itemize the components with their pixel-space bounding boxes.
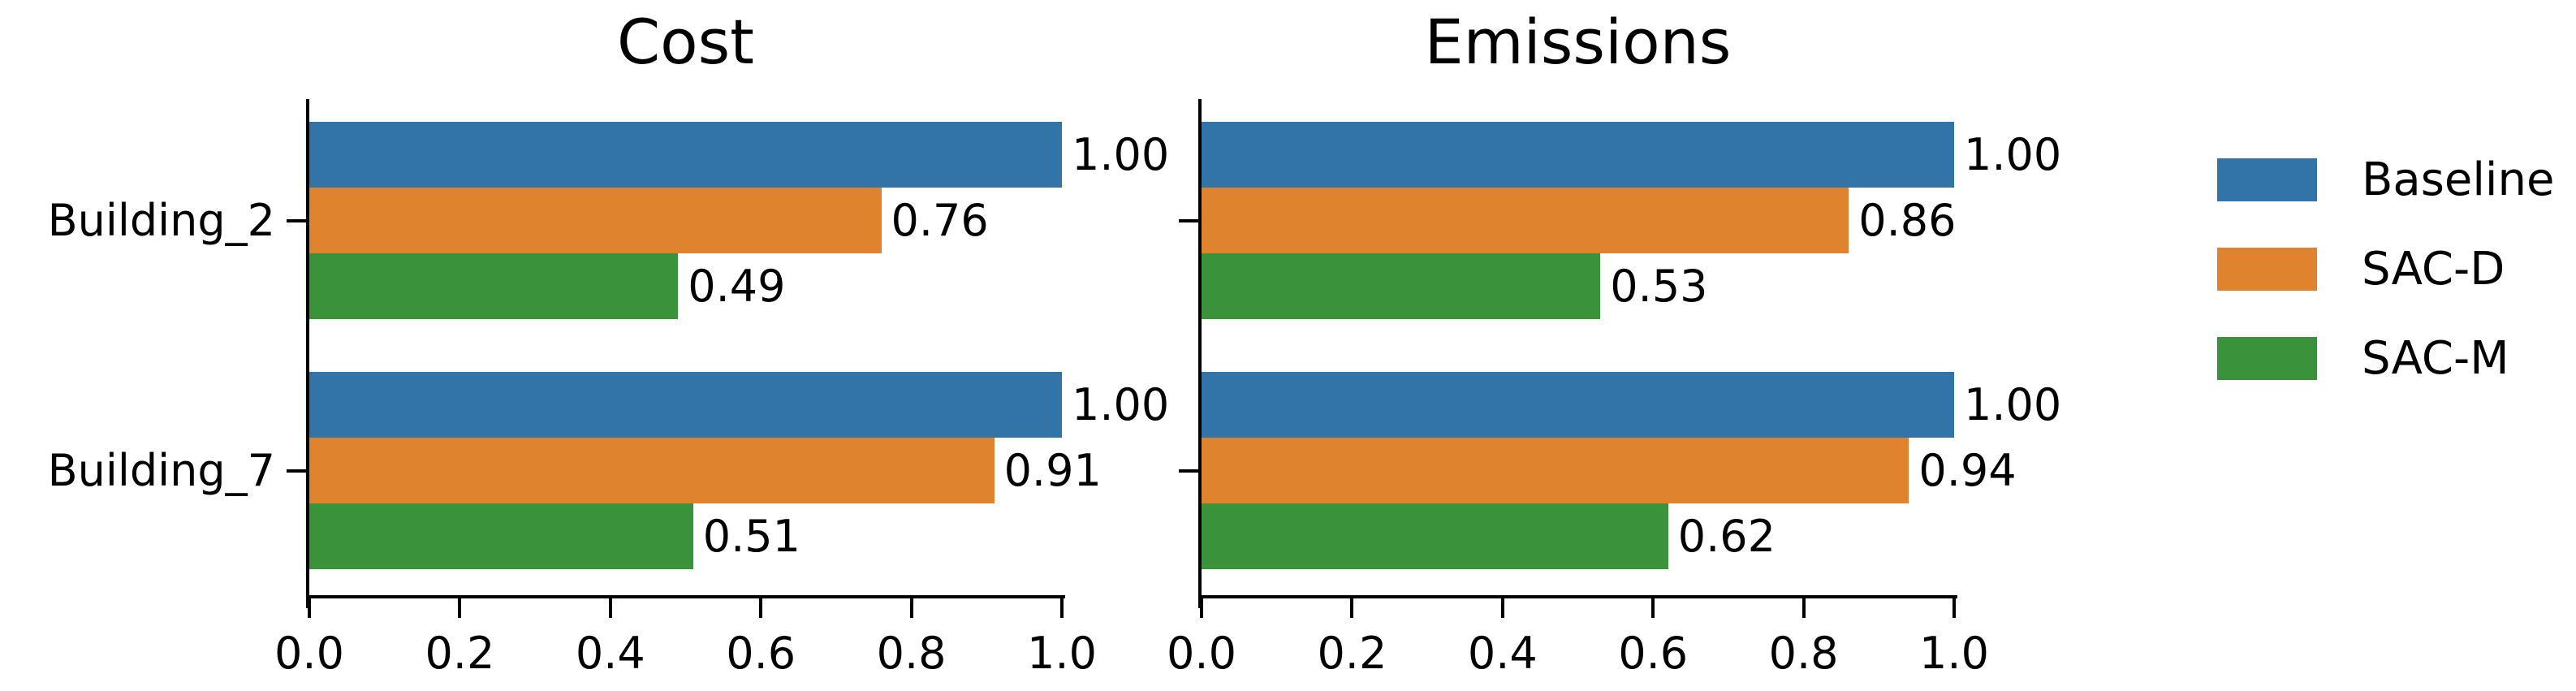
x-tick (308, 598, 311, 618)
bar-value-label: 1.00 (1072, 129, 1170, 180)
cost-chart-title: Cost (617, 6, 754, 78)
bar-value-label: 0.62 (1677, 511, 1776, 562)
x-tick-label: 1.0 (1919, 628, 1989, 679)
bar-value-label: 0.49 (688, 261, 786, 312)
legend-label: SAC-M (2362, 331, 2509, 385)
x-tick-label: 0.8 (1768, 628, 1839, 679)
x-tick (1060, 598, 1064, 618)
bar-baseline-building_2 (309, 122, 1062, 188)
legend-entry-baseline: Baseline (2217, 153, 2555, 206)
legend-swatch-sac-m (2217, 337, 2317, 380)
x-tick-label: 0.0 (1167, 628, 1236, 679)
legend-entry-sac-m: SAC-M (2217, 331, 2509, 385)
x-tick-label: 0.4 (1467, 628, 1538, 679)
x-tick-label: 0.2 (1317, 628, 1387, 679)
x-axis-spine (1198, 595, 1957, 598)
x-tick (458, 598, 462, 618)
x-tick (1200, 598, 1203, 618)
bar-sac-m-building_7 (1202, 503, 1668, 569)
bar-value-label: 0.91 (1003, 445, 1102, 496)
bar-baseline-building_2 (1202, 122, 1954, 188)
bar-baseline-building_7 (1202, 372, 1954, 438)
x-tick (1350, 598, 1354, 618)
bar-value-label: 0.53 (1610, 261, 1708, 312)
x-tick (909, 598, 913, 618)
bar-sac-d-building_2 (309, 188, 882, 253)
bar-sac-d-building_2 (1202, 188, 1849, 253)
bar-value-label: 1.00 (1964, 129, 2062, 180)
y-axis-spine (1198, 99, 1202, 608)
x-tick (1952, 598, 1956, 618)
x-tick (608, 598, 612, 618)
bar-sac-m-building_2 (1202, 253, 1601, 319)
bar-value-label: 1.00 (1964, 379, 2062, 430)
bar-value-label: 1.00 (1072, 379, 1170, 430)
x-tick-label: 0.6 (726, 628, 796, 679)
bar-sac-m-building_7 (309, 503, 693, 569)
x-tick (1651, 598, 1655, 618)
legend-label: SAC-D (2362, 242, 2505, 296)
bar-value-label: 0.86 (1858, 195, 1957, 246)
bar-value-label: 0.51 (702, 511, 800, 562)
x-tick-label: 0.0 (274, 628, 344, 679)
bar-sac-d-building_7 (1202, 438, 1909, 503)
category-label: Building_2 (47, 194, 275, 246)
y-tick (287, 218, 306, 222)
x-tick-label: 0.8 (876, 628, 947, 679)
bar-baseline-building_7 (309, 372, 1062, 438)
y-tick (1179, 469, 1198, 473)
x-tick-label: 0.4 (575, 628, 645, 679)
y-tick (1179, 218, 1198, 222)
bar-sac-m-building_2 (309, 253, 679, 319)
category-label: Building_7 (47, 444, 275, 496)
x-tick (759, 598, 763, 618)
emissions-chart-title: Emissions (1424, 6, 1732, 78)
x-tick-label: 1.0 (1027, 628, 1097, 679)
x-tick (1500, 598, 1504, 618)
y-axis-spine (306, 99, 309, 608)
legend-label: Baseline (2362, 153, 2555, 206)
legend-swatch-baseline (2217, 158, 2317, 201)
legend-swatch-sac-d (2217, 248, 2317, 291)
bar-value-label: 0.94 (1918, 445, 2017, 496)
bar-sac-d-building_7 (309, 438, 995, 503)
x-tick (1801, 598, 1806, 618)
y-tick (287, 469, 306, 473)
bar-value-label: 0.76 (891, 195, 989, 246)
legend-entry-sac-d: SAC-D (2217, 242, 2505, 296)
x-tick-label: 0.6 (1618, 628, 1689, 679)
x-tick-label: 0.2 (425, 628, 495, 679)
x-axis-spine (306, 595, 1065, 598)
